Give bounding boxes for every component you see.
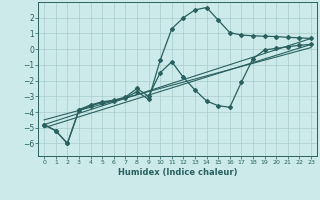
X-axis label: Humidex (Indice chaleur): Humidex (Indice chaleur): [118, 168, 237, 177]
